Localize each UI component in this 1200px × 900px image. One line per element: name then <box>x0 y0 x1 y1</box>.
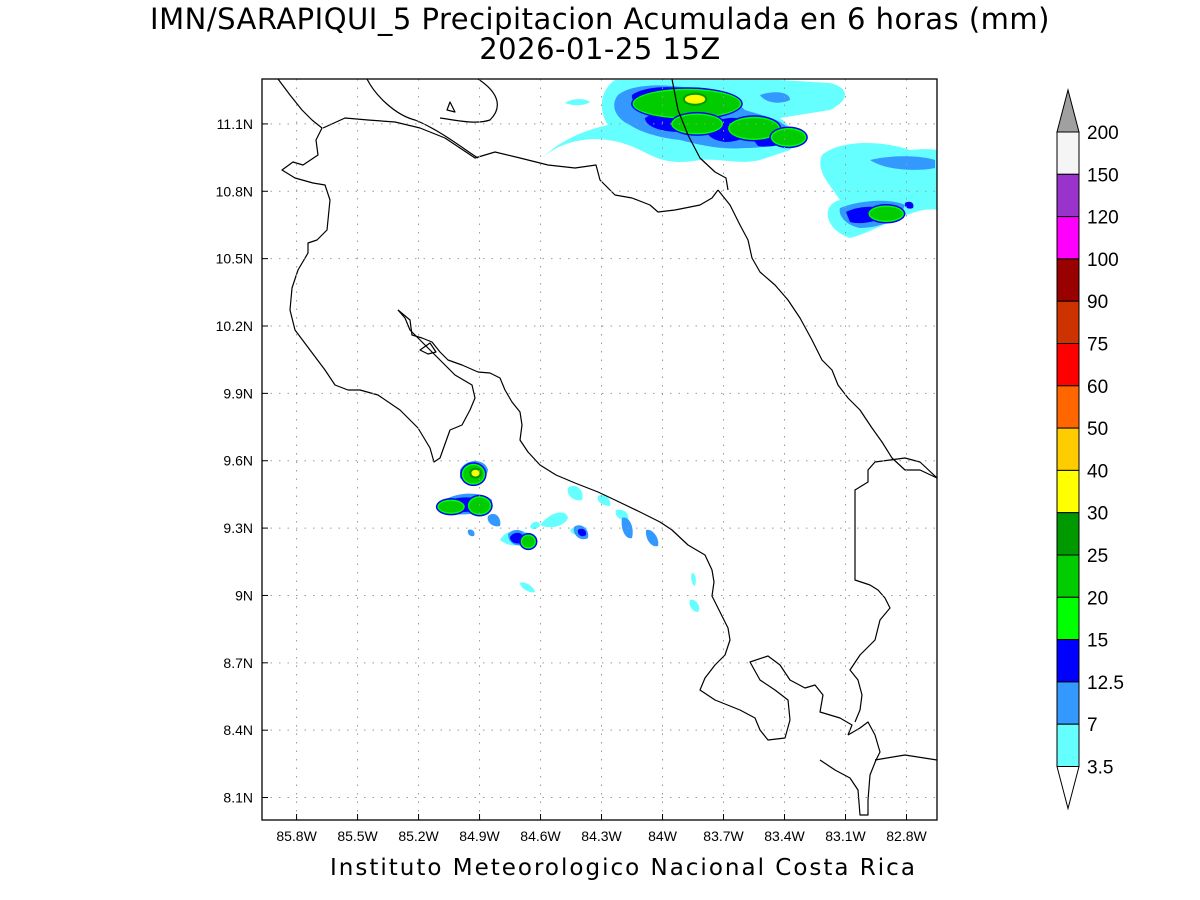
latitude-labels: 11.1N 10.8N 10.5N 10.2N 9.9N 9.6N 9.3N 9N 8.7N 8.… <box>216 116 253 806</box>
x-tick-label: 84.6W <box>520 828 561 844</box>
colorbar-bottom-arrow <box>1056 766 1080 811</box>
panama-coast <box>874 754 937 761</box>
colorbar-label: 12.5 <box>1087 673 1124 694</box>
colorbar-swatch <box>1056 385 1080 429</box>
colorbar-label: 15 <box>1087 631 1108 652</box>
precip-core-20mm <box>869 206 903 221</box>
precip-core-20mm <box>469 497 490 514</box>
precip-core-20mm <box>729 118 779 139</box>
colorbar-swatch <box>1056 300 1080 345</box>
osa-peninsula-south <box>819 721 881 816</box>
calero-island-shape <box>446 101 456 113</box>
chart-title-line1: IMN/SARAPIQUI_5 Precipitacion Acumulada … <box>150 2 1050 36</box>
precip-core-20mm <box>772 129 805 146</box>
nicaragua-costa-rica-border <box>322 117 719 213</box>
colorbar-label: 7 <box>1087 715 1098 736</box>
colorbar-top-arrow <box>1056 88 1080 133</box>
x-tick-label: 83.4W <box>764 828 805 844</box>
x-tick-label: 84.9W <box>459 828 500 844</box>
x-tick-label: 85.2W <box>398 828 439 844</box>
precip-core-20mm <box>672 114 722 133</box>
y-tick-label: 8.4N <box>223 722 253 738</box>
colorbar-swatch <box>1056 681 1080 725</box>
colorbar-legend: 3.5 7 12.5 15 20 25 30 40 50 60 75 90 100 120 150 200 <box>1056 88 1124 811</box>
y-tick-label: 8.7N <box>223 655 253 671</box>
nicaragua-border-line-north <box>671 79 729 191</box>
colorbar-swatch <box>1056 131 1080 175</box>
colorbar-label: 100 <box>1087 250 1119 271</box>
y-tick-label: 9.9N <box>223 385 253 401</box>
colorbar-swatch <box>1056 723 1080 768</box>
x-tick-label: 82.8W <box>886 828 927 844</box>
colorbar-label: 30 <box>1087 504 1108 525</box>
colorbar-swatch <box>1056 639 1080 683</box>
y-tick-label: 11.1N <box>217 116 253 132</box>
lake-nicaragua-south <box>439 79 498 123</box>
colorbar-swatch <box>1056 512 1080 556</box>
x-tick-label: 84.3W <box>581 828 622 844</box>
y-tick-label: 10.8N <box>216 183 253 199</box>
colorbar-swatch <box>1056 427 1080 471</box>
map-frame <box>261 78 938 821</box>
precip-core-20mm <box>522 535 535 548</box>
colorbar-swatch <box>1056 173 1080 218</box>
chira-island-shape <box>419 342 437 355</box>
x-tick-label: 85.5W <box>337 828 378 844</box>
panama-border <box>849 457 937 723</box>
colorbar-swatch <box>1056 554 1080 598</box>
colorbar-swatch <box>1056 596 1080 641</box>
footer-credit: Instituto Meteorologico Nacional Costa R… <box>330 855 917 881</box>
x-tick-label: 83.1W <box>825 828 866 844</box>
map-grid <box>262 79 937 820</box>
y-tick-label: 9.3N <box>223 520 253 536</box>
colorbar-label: 50 <box>1087 419 1108 440</box>
y-tick-label: 9N <box>235 587 253 603</box>
precipitation-core-cells <box>435 87 906 551</box>
colorbar-label: 25 <box>1087 546 1108 567</box>
colorbar-label: 150 <box>1087 165 1119 186</box>
nicaragua-pacific-coast <box>277 79 476 463</box>
x-tick-label: 83.7W <box>703 828 744 844</box>
colorbar-label: 200 <box>1087 123 1119 144</box>
colorbar-swatch <box>1056 343 1080 387</box>
colorbar-label: 60 <box>1087 377 1108 398</box>
chart-title: IMN/SARAPIQUI_5 Precipitacion Acumulada … <box>0 4 1200 64</box>
y-tick-label: 10.5N <box>216 251 253 267</box>
colorbar-label: 20 <box>1087 588 1108 609</box>
y-tick-label: 8.1N <box>223 790 253 806</box>
colorbar-label: 75 <box>1087 335 1108 356</box>
colorbar-label: 3.5 <box>1087 758 1113 779</box>
precip-core-20mm <box>438 501 464 513</box>
y-tick-label: 9.6N <box>223 453 253 469</box>
precipitation-shading <box>435 80 937 612</box>
precip-core-30mm <box>471 469 480 477</box>
colorbar-label: 90 <box>1087 292 1108 313</box>
precip-core-30mm <box>684 94 706 104</box>
chart-title-line2: 2026-01-25 15Z <box>479 32 721 66</box>
lake-nicaragua-shore <box>366 79 479 159</box>
y-tick-label: 10.2N <box>216 318 253 334</box>
x-tick-label: 84W <box>648 828 678 844</box>
colorbar-label: 40 <box>1087 461 1108 482</box>
nicoya-gulf-coast <box>397 309 853 741</box>
colorbar-label: 120 <box>1087 208 1119 229</box>
x-tick-label: 85.8W <box>276 828 317 844</box>
longitude-labels: 85.8W 85.5W 85.2W 84.9W 84.6W 84.3W 84W 83.7W 83… <box>276 828 927 844</box>
colorbar-swatch <box>1056 216 1080 260</box>
colorbar-swatch <box>1056 258 1080 302</box>
colorbar-swatch <box>1056 469 1080 514</box>
caribbean-coast <box>717 189 937 479</box>
